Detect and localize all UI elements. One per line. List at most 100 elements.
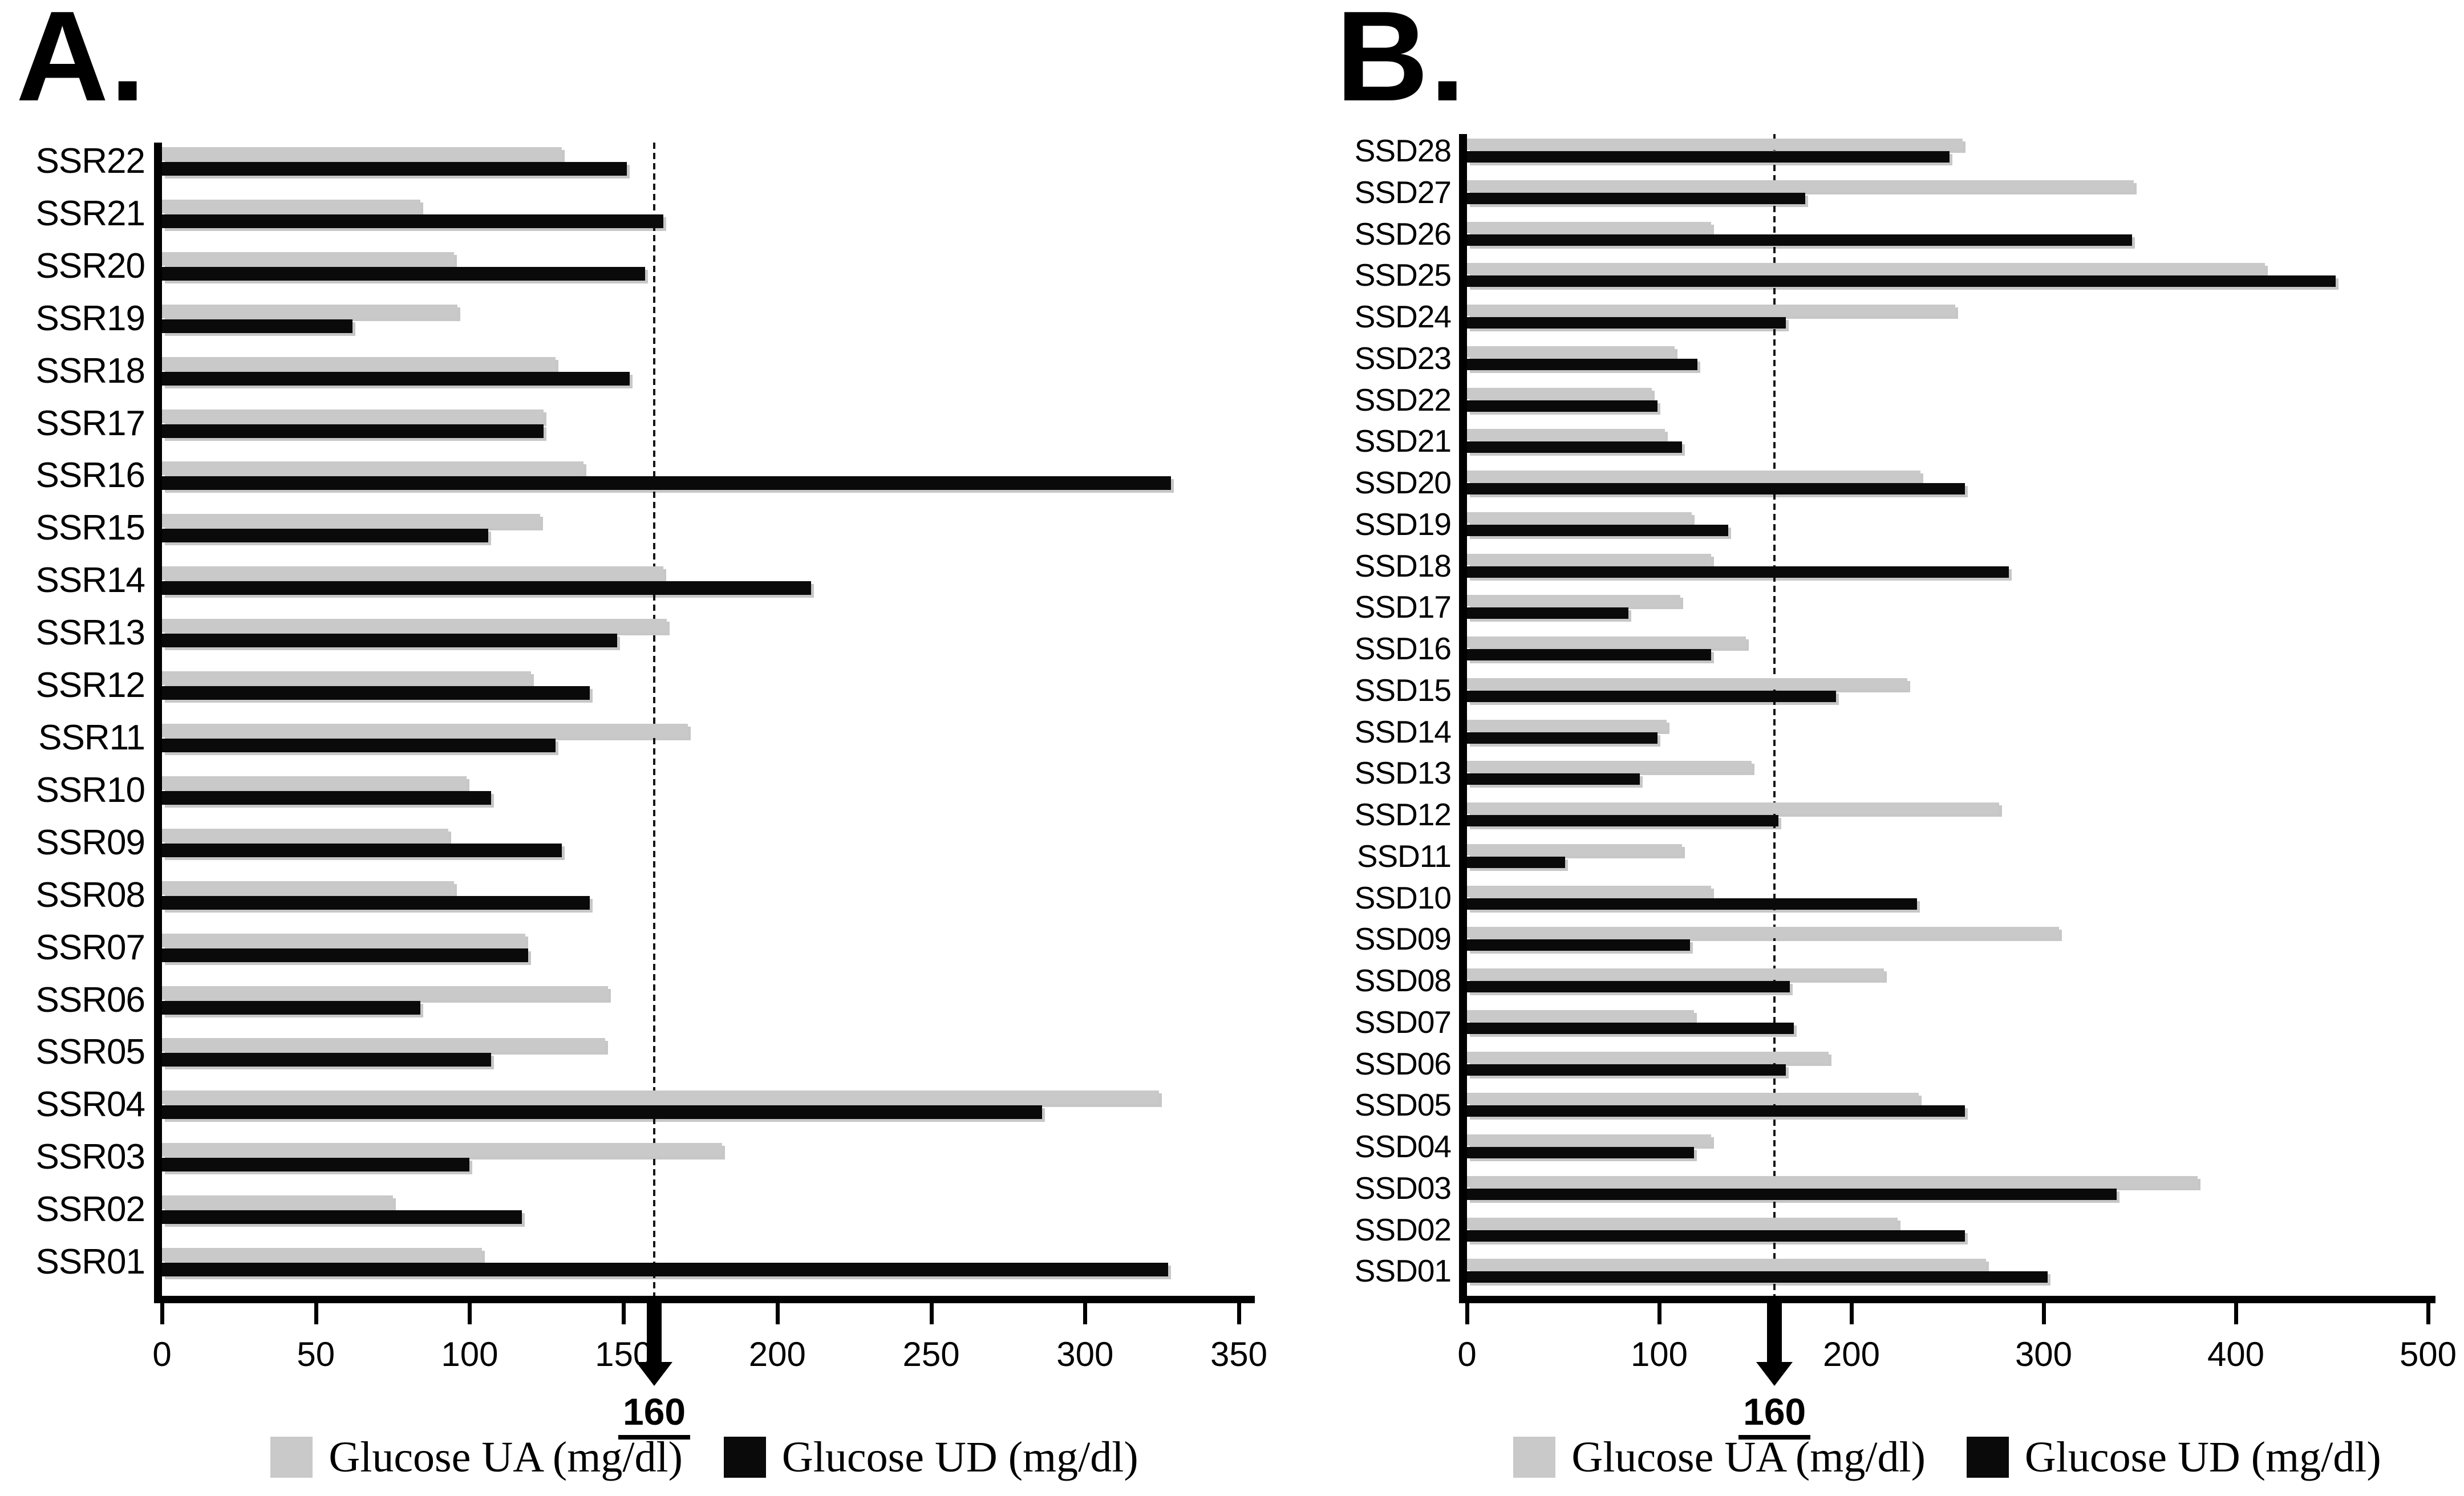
row-ssd28: SSD28	[0, 133, 2464, 176]
row-ssd08: SSD08	[0, 963, 2464, 1006]
row-ssr05: SSR05	[0, 1032, 2464, 1086]
bar-glucose-ud	[1467, 898, 1917, 910]
bar-glucose-ud	[1467, 483, 1965, 494]
bar-glucose-ud	[1467, 1022, 1794, 1034]
bar-glucose-ud	[162, 895, 590, 910]
bar-glucose-ud	[162, 1105, 1042, 1120]
category-label-ssd12: SSD12	[1354, 797, 1452, 832]
bar-glucose-ua	[162, 1195, 393, 1210]
bar-glucose-ud	[1467, 192, 1806, 204]
category-label-ssr02: SSR02	[35, 1190, 145, 1230]
bar-glucose-ua	[1467, 802, 2000, 814]
row-ssr17: SSR17	[0, 404, 2464, 457]
category-label-ssr11: SSR11	[38, 718, 145, 757]
bar-glucose-ua	[162, 1248, 482, 1262]
category-label-ssr10: SSR10	[35, 770, 145, 810]
bar-glucose-ud	[162, 476, 1172, 490]
x-tick	[1657, 1303, 1661, 1324]
panel-a-x-axis	[154, 1296, 1255, 1303]
bar-glucose-ud	[162, 739, 556, 752]
bar-glucose-ud	[162, 948, 528, 962]
bar-glucose-ua	[162, 514, 541, 528]
legend-label-glucose-ud: Glucose UD (mg/dl)	[781, 1433, 1138, 1481]
row-ssr15: SSR15	[0, 508, 2464, 562]
bar-glucose-ua	[162, 252, 455, 266]
category-label-ssr04: SSR04	[35, 1085, 145, 1125]
x-tick-label: 100	[441, 1335, 499, 1373]
x-tick-label: 250	[902, 1335, 960, 1373]
row-ssd13: SSD13	[0, 755, 2464, 798]
category-label-ssr21: SSR21	[35, 193, 145, 233]
bar-glucose-ua	[162, 1090, 1159, 1105]
row-ssr18: SSR18	[0, 351, 2464, 405]
bar-glucose-ud	[162, 266, 645, 281]
category-label-ssd20: SSD20	[1354, 465, 1452, 500]
bar-glucose-ud	[1467, 690, 1837, 702]
bar-glucose-ua	[1467, 221, 1711, 233]
category-label-ssd17: SSD17	[1354, 589, 1452, 625]
x-tick-label: 0	[152, 1335, 172, 1373]
bar-glucose-ud	[162, 686, 590, 700]
legend-item-glucose-ua: Glucose UA (mg/dl)	[270, 1431, 683, 1483]
bar-glucose-ua	[162, 828, 448, 842]
bar-glucose-ud	[162, 1210, 522, 1225]
category-label-ssr13: SSR13	[35, 613, 145, 653]
panel-a-threshold-arrow-head	[636, 1362, 673, 1386]
bar-glucose-ua	[1467, 1134, 1711, 1146]
row-ssd19: SSD19	[0, 506, 2464, 549]
bar-glucose-ua	[1467, 678, 1907, 690]
row-ssd14: SSD14	[0, 714, 2464, 757]
bar-glucose-ua	[162, 356, 556, 371]
category-label-ssd24: SSD24	[1354, 299, 1452, 334]
x-tick-label: 200	[1822, 1335, 1881, 1373]
category-label-ssd19: SSD19	[1354, 506, 1452, 542]
bar-glucose-ua	[162, 724, 688, 737]
x-tick	[468, 1303, 472, 1324]
bar-glucose-ud	[1467, 275, 2336, 287]
row-ssd15: SSD15	[0, 672, 2464, 715]
x-tick-label: 350	[1210, 1335, 1268, 1373]
row-ssd01: SSD01	[0, 1253, 2464, 1296]
row-ssd05: SSD05	[0, 1087, 2464, 1130]
x-tick-label: 100	[1630, 1335, 1688, 1373]
bar-glucose-ud	[1467, 773, 1640, 785]
panel-b-x-axis	[1459, 1296, 2435, 1303]
category-label-ssr18: SSR18	[35, 351, 145, 391]
category-label-ssr16: SSR16	[35, 456, 145, 496]
x-tick	[1465, 1303, 1469, 1324]
bar-glucose-ua	[162, 881, 455, 895]
bar-glucose-ud	[1467, 856, 1565, 868]
bar-glucose-ua	[1467, 927, 2059, 939]
row-ssr06: SSR06	[0, 980, 2464, 1034]
bar-glucose-ua	[1467, 1217, 1898, 1229]
row-ssr13: SSR13	[0, 613, 2464, 667]
category-label-ssr01: SSR01	[35, 1242, 145, 1282]
bar-glucose-ud	[162, 529, 488, 543]
row-ssr11: SSR11	[0, 718, 2464, 772]
bar-glucose-ua	[162, 566, 664, 581]
panel-a-legend: Glucose UA (mg/dl) Glucose UD (mg/dl)	[154, 1420, 1255, 1494]
row-ssd16: SSD16	[0, 631, 2464, 674]
glucose-ua-swatch-icon	[1513, 1437, 1556, 1478]
row-ssd27: SSD27	[0, 175, 2464, 217]
category-label-ssd09: SSD09	[1354, 921, 1452, 957]
bar-glucose-ud	[162, 371, 630, 386]
panel-a-threshold-value: 160	[580, 1392, 728, 1440]
category-label-ssd02: SSD02	[1354, 1211, 1452, 1247]
category-label-ssd01: SSD01	[1354, 1253, 1452, 1289]
row-ssr09: SSR09	[0, 823, 2464, 877]
panel-b-threshold-arrow-shaft	[1767, 1296, 1782, 1362]
bar-glucose-ud	[1467, 441, 1683, 453]
row-ssd09: SSD09	[0, 921, 2464, 964]
x-tick	[622, 1303, 626, 1324]
panel-b-y-axis	[1459, 134, 1467, 1303]
x-tick	[2042, 1303, 2046, 1324]
row-ssd26: SSD26	[0, 216, 2464, 259]
category-label-ssd27: SSD27	[1354, 174, 1452, 210]
category-label-ssd05: SSD05	[1354, 1087, 1452, 1123]
bar-glucose-ud	[162, 1263, 1168, 1277]
bar-glucose-ua	[1467, 387, 1652, 399]
bar-glucose-ua	[1467, 429, 1665, 441]
bar-glucose-ua	[1467, 471, 1921, 482]
